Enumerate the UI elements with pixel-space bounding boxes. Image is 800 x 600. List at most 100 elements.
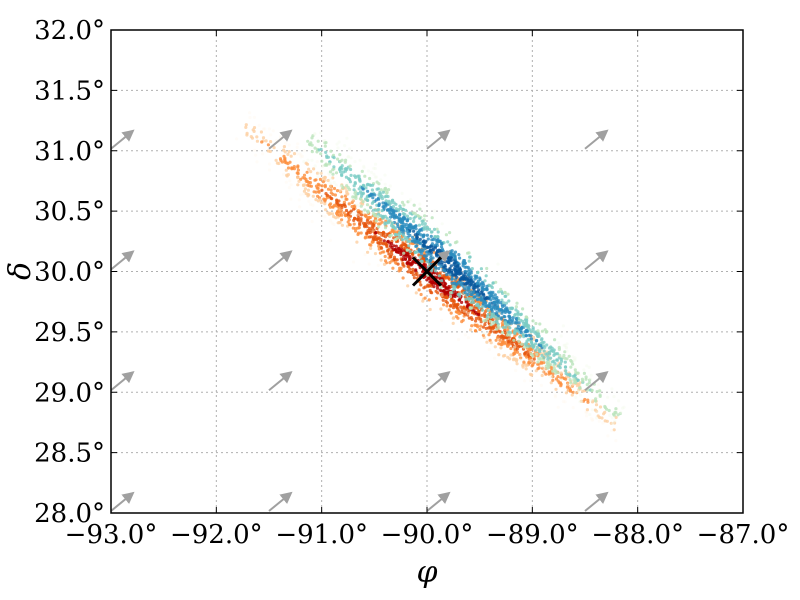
data-point bbox=[417, 223, 421, 227]
data-point bbox=[505, 333, 510, 337]
data-point bbox=[499, 301, 503, 305]
data-point bbox=[585, 410, 589, 414]
data-point bbox=[587, 365, 591, 369]
data-point bbox=[332, 222, 336, 226]
data-point bbox=[425, 233, 429, 237]
data-point bbox=[370, 201, 374, 205]
data-point bbox=[552, 348, 556, 352]
data-point bbox=[354, 229, 358, 233]
data-point bbox=[284, 141, 288, 145]
data-point bbox=[321, 176, 325, 181]
data-point bbox=[566, 381, 570, 385]
data-point bbox=[325, 193, 329, 197]
data-point bbox=[565, 349, 569, 353]
data-point bbox=[287, 186, 291, 190]
data-point bbox=[595, 416, 599, 420]
data-point bbox=[609, 421, 613, 425]
data-point bbox=[487, 347, 491, 352]
data-point bbox=[475, 323, 479, 327]
data-point bbox=[477, 288, 481, 292]
data-point bbox=[282, 148, 286, 152]
data-point bbox=[559, 371, 563, 375]
data-point bbox=[411, 270, 415, 274]
data-point bbox=[573, 391, 578, 395]
data-point bbox=[401, 233, 406, 237]
data-point bbox=[378, 231, 382, 235]
data-point bbox=[442, 269, 447, 273]
data-point bbox=[605, 407, 609, 411]
data-point bbox=[383, 182, 387, 186]
data-point bbox=[440, 274, 444, 278]
data-point bbox=[506, 320, 510, 324]
data-point bbox=[430, 216, 434, 220]
data-point bbox=[259, 130, 263, 134]
data-point bbox=[489, 323, 493, 327]
data-point bbox=[434, 251, 439, 256]
data-point bbox=[264, 139, 268, 143]
data-point bbox=[542, 358, 546, 362]
data-point bbox=[402, 251, 406, 255]
data-point bbox=[619, 410, 623, 414]
data-point bbox=[589, 416, 593, 420]
data-point bbox=[420, 222, 424, 226]
field-arrow bbox=[268, 129, 293, 150]
data-point bbox=[483, 322, 487, 327]
data-point bbox=[481, 292, 486, 296]
data-point bbox=[506, 292, 510, 296]
data-point bbox=[268, 162, 272, 166]
data-point bbox=[296, 183, 300, 187]
data-point bbox=[507, 330, 511, 334]
data-point bbox=[408, 225, 412, 229]
data-point bbox=[542, 349, 546, 353]
data-point bbox=[317, 148, 321, 152]
data-point bbox=[347, 218, 351, 222]
data-point bbox=[539, 383, 544, 387]
data-point bbox=[456, 263, 460, 267]
data-point bbox=[422, 286, 426, 290]
data-point bbox=[562, 343, 566, 347]
data-point bbox=[524, 343, 529, 347]
data-point bbox=[520, 342, 524, 346]
data-point bbox=[610, 416, 614, 420]
data-point bbox=[323, 144, 327, 148]
y-tick-label: 30.5° bbox=[34, 197, 105, 227]
data-point bbox=[449, 256, 453, 260]
data-point bbox=[501, 325, 505, 329]
data-point bbox=[295, 145, 299, 149]
data-point bbox=[377, 244, 381, 248]
data-point bbox=[277, 161, 281, 166]
data-point bbox=[427, 252, 431, 256]
data-point bbox=[411, 211, 415, 215]
data-point bbox=[369, 206, 373, 210]
data-point bbox=[501, 301, 506, 305]
data-point bbox=[335, 189, 340, 193]
data-point bbox=[479, 320, 483, 324]
data-point bbox=[617, 399, 621, 403]
data-point bbox=[603, 404, 607, 409]
data-point bbox=[490, 314, 494, 318]
data-point bbox=[524, 367, 528, 371]
data-point bbox=[368, 176, 372, 181]
data-point bbox=[486, 312, 490, 317]
data-point bbox=[571, 406, 575, 410]
data-point bbox=[574, 370, 578, 374]
data-point bbox=[415, 235, 419, 239]
data-point bbox=[330, 221, 334, 225]
data-point bbox=[412, 229, 416, 233]
data-point bbox=[408, 216, 412, 221]
data-point bbox=[507, 314, 511, 318]
data-point bbox=[358, 158, 362, 162]
data-point bbox=[470, 280, 474, 284]
data-point bbox=[378, 232, 382, 236]
data-point bbox=[501, 337, 505, 341]
data-point bbox=[348, 164, 352, 168]
data-point bbox=[574, 395, 578, 399]
data-point bbox=[521, 307, 525, 311]
data-point bbox=[405, 254, 409, 258]
data-point bbox=[557, 347, 562, 351]
data-point bbox=[440, 318, 444, 322]
data-point bbox=[598, 389, 602, 393]
data-point bbox=[299, 155, 303, 159]
data-point bbox=[569, 358, 573, 363]
data-point bbox=[395, 215, 399, 219]
